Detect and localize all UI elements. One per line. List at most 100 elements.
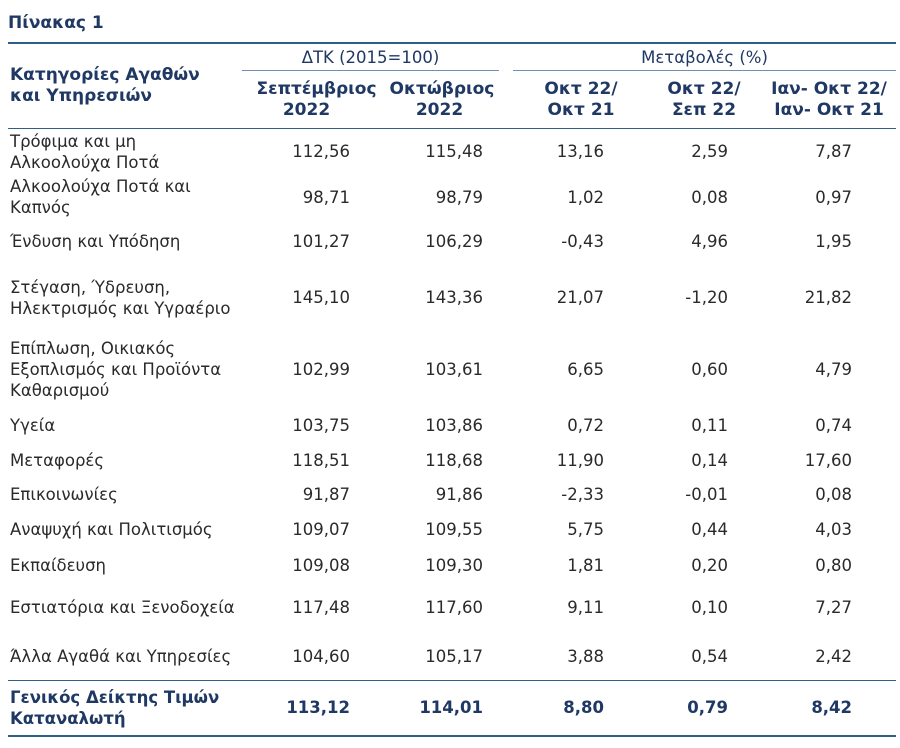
cell-yoy: 1,02 (567, 187, 604, 207)
cell-mom: 0,11 (691, 416, 728, 435)
cell-september: 109,07 (292, 520, 350, 539)
cell-ytd: 0,74 (815, 416, 853, 435)
table-row: Επίπλωση, Οικιακός Εξοπλισμός και Προϊόν… (8, 332, 896, 408)
cell-mom: 4,96 (691, 232, 728, 251)
cell-ytd: 2,42 (815, 646, 853, 666)
total-yoy: 8,80 (506, 680, 636, 737)
total-mom: 0,79 (636, 680, 760, 737)
cell-ytd: 21,82 (804, 288, 853, 307)
header-col-september: Σεπτέμβριος 2022 (240, 70, 377, 129)
row-category: Άλλα Αγαθά και Υπηρεσίες (10, 646, 232, 666)
cell-yoy: 21,07 (556, 288, 604, 307)
header-category-label: Κατηγορίες Αγαθών και Υπηρεσιών (10, 65, 200, 106)
header-col-october-label: Οκτώβριος 2022 (389, 78, 495, 120)
row-category: Επικοινωνίες (10, 484, 118, 504)
table-row: Εστιατόρια και Ξενοδοχεία 117,48 117,60 … (8, 583, 896, 633)
cpi-table: Κατηγορίες Αγαθών και Υπηρεσιών ΔΤΚ (201… (8, 44, 897, 737)
cell-ytd: 4,79 (815, 360, 853, 379)
cell-ytd: 4,03 (815, 520, 853, 539)
cell-mom: 0,14 (691, 450, 728, 470)
row-category: Μεταφορές (10, 450, 105, 470)
row-category: Τρόφιμα και μη Αλκοολούχα Ποτά (10, 132, 160, 173)
cell-yoy: 3,88 (567, 646, 604, 666)
table-row: Αναψυχή και Πολιτισμός 109,07 109,55 5,7… (8, 512, 896, 548)
cell-october: 103,61 (425, 360, 483, 379)
row-category: Εστιατόρια και Ξενοδοχεία (10, 598, 235, 617)
cell-september: 98,71 (302, 187, 350, 207)
cell-september: 145,10 (292, 288, 350, 307)
row-category: Αναψυχή και Πολιτισμός (10, 520, 213, 539)
cell-yoy: -2,33 (561, 484, 604, 504)
cell-yoy: 6,65 (567, 360, 604, 379)
cell-ytd: 17,60 (804, 450, 853, 470)
cell-mom: 0,60 (691, 360, 728, 379)
total-october: 114,01 (373, 680, 506, 737)
header-col-september-label: Σεπτέμβριος 2022 (256, 78, 377, 120)
cell-september: 104,60 (292, 646, 350, 666)
cell-mom: 0,10 (691, 598, 728, 617)
total-ytd: 8,42 (760, 680, 897, 737)
cell-yoy: 1,81 (567, 555, 604, 575)
cell-october: 105,17 (425, 646, 483, 666)
header-col-ytd-label: Ιαν- Οκτ 22/ Ιαν- Οκτ 21 (771, 78, 887, 120)
total-category: Γενικός Δείκτης Τιμών Καταναλωτή (8, 680, 240, 737)
cell-mom: 0,20 (691, 555, 728, 575)
table-row: Στέγαση, Ύδρευση, Ηλεκτρισμός και Υγραέρ… (8, 264, 896, 332)
cell-mom: 0,44 (691, 520, 728, 539)
cell-mom: -0,01 (685, 484, 728, 504)
cell-september: 109,08 (292, 555, 350, 575)
cell-yoy: -0,43 (561, 232, 604, 251)
cell-september: 103,75 (292, 416, 350, 435)
table-row: Ένδυση και Υπόδηση 101,27 106,29 -0,43 4… (8, 220, 896, 264)
table-row: Άλλα Αγαθά και Υπηρεσίες 104,60 105,17 3… (8, 633, 896, 681)
cell-september: 118,51 (292, 450, 350, 470)
table-title: Πίνακας 1 (8, 13, 104, 33)
total-row: Γενικός Δείκτης Τιμών Καταναλωτή 113,12 … (8, 680, 897, 737)
cell-yoy: 13,16 (556, 142, 604, 162)
cell-october: 115,48 (425, 142, 483, 162)
cell-september: 91,87 (302, 484, 350, 504)
row-category: Αλκοολούχα Ποτά και Καπνός (10, 177, 191, 217)
top-rule (8, 42, 896, 44)
cell-ytd: 7,87 (815, 142, 853, 162)
header-group-changes: Μεταβολές (%) (498, 44, 897, 71)
cell-mom: 0,08 (691, 187, 728, 207)
cell-october: 103,86 (425, 416, 483, 435)
cell-september: 112,56 (292, 142, 350, 162)
header-col-yoy-label: Οκτ 22/ Οκτ 21 (544, 78, 618, 120)
table-row: Εκπαίδευση 109,08 109,30 1,81 0,20 0,80 (8, 548, 896, 583)
cell-ytd: 7,27 (815, 598, 853, 617)
cell-yoy: 0,72 (567, 416, 604, 435)
cell-yoy: 11,90 (556, 450, 604, 470)
cell-october: 118,68 (425, 450, 483, 470)
cell-ytd: 1,95 (815, 232, 853, 251)
header-col-mom: Οκτ 22/ Σεπ 22 (636, 70, 760, 129)
cell-october: 117,60 (425, 598, 483, 617)
table-row: Υγεία 103,75 103,86 0,72 0,11 0,74 (8, 408, 896, 444)
row-category: Υγεία (10, 416, 56, 435)
cell-october: 98,79 (435, 187, 483, 207)
header-col-yoy: Οκτ 22/ Οκτ 21 (506, 70, 636, 129)
row-category: Ένδυση και Υπόδηση (10, 232, 181, 251)
header-col-october: Οκτώβριος 2022 (373, 70, 506, 129)
cell-september: 101,27 (292, 232, 350, 251)
header-category: Κατηγορίες Αγαθών και Υπηρεσιών (8, 44, 240, 129)
total-september: 113,12 (240, 680, 373, 737)
row-category: Εκπαίδευση (10, 555, 107, 575)
cell-ytd: 0,97 (815, 187, 853, 207)
cell-october: 91,86 (435, 484, 483, 504)
table-row: Επικοινωνίες 91,87 91,86 -2,33 -0,01 0,0… (8, 477, 896, 512)
table-row: Μεταφορές 118,51 118,68 11,90 0,14 17,60 (8, 444, 896, 477)
cell-yoy: 9,11 (567, 598, 604, 617)
cell-ytd: 0,80 (815, 555, 853, 575)
cell-mom: 2,59 (691, 142, 728, 162)
cell-october: 109,55 (425, 520, 483, 539)
table-row: Αλκοολούχα Ποτά και Καπνός 98,71 98,79 1… (8, 175, 896, 220)
cell-yoy: 5,75 (567, 520, 604, 539)
cell-october: 106,29 (425, 232, 483, 251)
header-col-mom-label: Οκτ 22/ Σεπ 22 (667, 78, 741, 120)
table-row: Τρόφιμα και μη Αλκοολούχα Ποτά 112,56 11… (8, 129, 896, 175)
cell-october: 143,36 (425, 288, 483, 307)
cell-mom: -1,20 (685, 288, 728, 307)
row-category: Στέγαση, Ύδρευση, Ηλεκτρισμός και Υγραέρ… (10, 277, 231, 318)
